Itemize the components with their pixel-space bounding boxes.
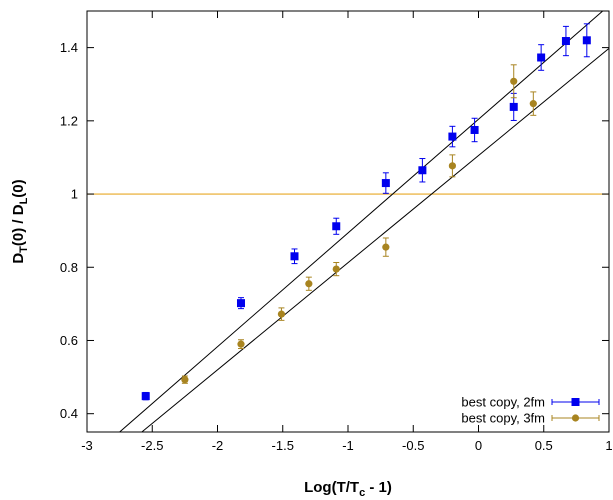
series-2fm-point xyxy=(290,248,299,265)
series-3fm-marker xyxy=(277,310,286,318)
series-2fm-marker xyxy=(290,252,299,261)
series-3fm-marker xyxy=(382,243,390,251)
series-3fm-marker xyxy=(305,280,313,288)
x-tick-label: 0 xyxy=(475,438,482,453)
series-3fm-point xyxy=(237,339,245,350)
series-3fm-point xyxy=(448,154,456,178)
series-3fm-marker xyxy=(510,77,518,85)
series-3fm-point xyxy=(510,64,518,99)
series-2fm-point xyxy=(561,25,570,57)
series-3fm-marker xyxy=(448,162,456,170)
y-tick-label: 0.8 xyxy=(60,260,78,275)
series-2fm-marker xyxy=(332,222,341,231)
x-tick-label: 1 xyxy=(605,438,612,453)
series-3fm-marker xyxy=(181,376,189,384)
series-2fm-point xyxy=(582,23,591,58)
x-tick-label: -3 xyxy=(81,438,93,453)
series-3fm-point xyxy=(332,262,340,277)
series-2fm-marker xyxy=(418,166,427,175)
legend-2fm-label: best copy, 2fm xyxy=(461,395,545,410)
series-2fm-marker xyxy=(509,102,518,111)
series-2fm-marker xyxy=(141,392,150,401)
series-2fm-point xyxy=(537,44,546,71)
legend-2fm-entry: best copy, 2fm xyxy=(461,395,600,410)
x-tick-label: -1.5 xyxy=(272,438,294,453)
y-axis-title: DT(0) / DL(0) xyxy=(10,179,30,263)
x-tick-label: -0.5 xyxy=(402,438,424,453)
series-2fm-marker xyxy=(470,125,479,134)
series-3fm-point xyxy=(382,237,390,257)
series-2fm-point xyxy=(141,391,150,401)
fit-line-1 xyxy=(119,11,604,432)
series-2fm-point xyxy=(418,158,427,183)
series-2fm-marker xyxy=(381,179,390,188)
series-2fm-point xyxy=(332,217,341,235)
series-2fm-point xyxy=(448,125,457,148)
series-2fm-point xyxy=(470,117,479,143)
series-2fm-marker xyxy=(582,36,591,45)
series-3fm-marker xyxy=(529,100,537,108)
series-2fm-point xyxy=(236,297,245,310)
series-3fm-point xyxy=(305,276,313,291)
series-3fm-marker xyxy=(332,265,340,273)
series-2fm-marker xyxy=(448,132,457,141)
legend-3fm-label: best copy, 3fm xyxy=(461,411,545,426)
x-tick-label: 0.5 xyxy=(535,438,553,453)
x-axis-title: Log(T/Tc - 1) xyxy=(304,479,392,499)
legend-3fm-marker xyxy=(571,414,580,422)
y-tick-label: 1.4 xyxy=(60,40,78,55)
series-2fm-marker xyxy=(561,37,570,46)
y-tick-label: 0.4 xyxy=(60,406,78,421)
legend-2fm-marker xyxy=(571,398,580,406)
series-3fm-marker xyxy=(237,340,245,348)
series-2fm-point xyxy=(381,172,390,194)
series-2fm-marker xyxy=(537,53,546,62)
series-3fm-point xyxy=(277,307,286,321)
y-tick-label: 1.2 xyxy=(60,113,78,128)
x-tick-label: -1 xyxy=(342,438,354,453)
y-tick-label: 0.6 xyxy=(60,333,78,348)
series-2fm-marker xyxy=(236,299,245,308)
x-tick-label: -2.5 xyxy=(141,438,163,453)
series-3fm-point xyxy=(529,91,537,116)
series-3fm-point xyxy=(181,375,189,384)
legend-3fm-entry: best copy, 3fm xyxy=(461,411,600,426)
x-tick-label: -2 xyxy=(212,438,224,453)
y-tick-label: 1 xyxy=(71,187,78,202)
fit-line-2 xyxy=(141,47,609,432)
